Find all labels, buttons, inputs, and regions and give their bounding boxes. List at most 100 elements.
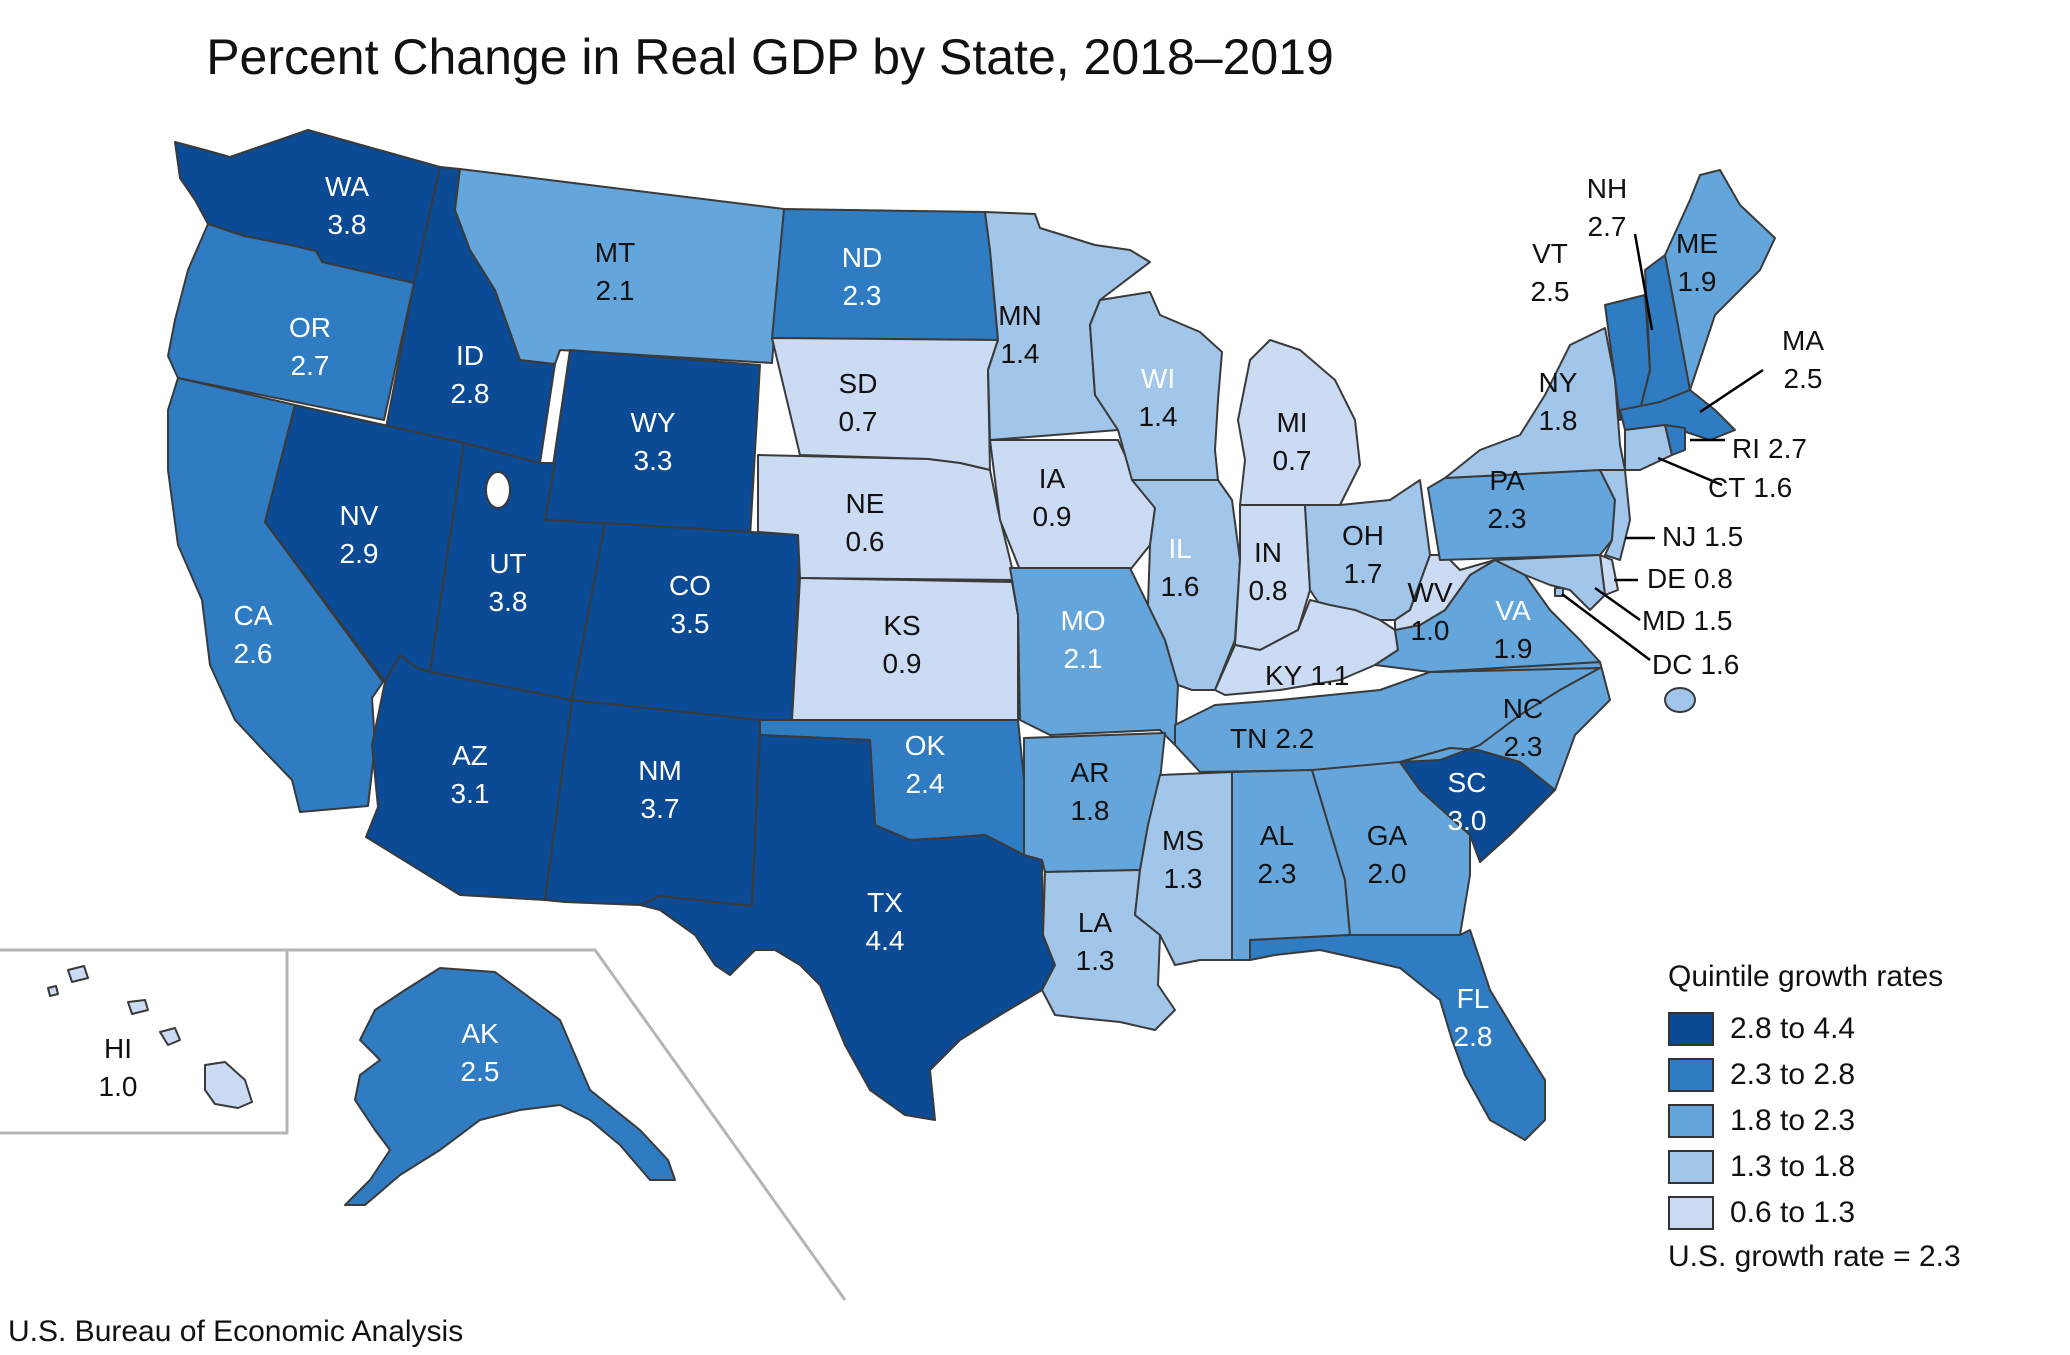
label-mi-value: 0.7 — [1273, 445, 1312, 476]
state-ri[interactable] — [1664, 424, 1686, 456]
state-me[interactable] — [1664, 169, 1776, 391]
legend-swatch-q1 — [1668, 1012, 1714, 1046]
label-hi-abbr: HI — [104, 1033, 132, 1064]
label-ok: OK 2.4 — [905, 730, 946, 799]
label-ny: NY 1.8 — [1539, 367, 1578, 436]
label-ky: KY 1.1 — [1265, 660, 1349, 691]
legend: Quintile growth rates 2.8 to 4.4 2.3 to … — [1668, 960, 1988, 1274]
label-mt-abbr: MT — [595, 237, 635, 268]
state-ak[interactable] — [344, 967, 676, 1206]
label-md-abbr: MD — [1642, 605, 1686, 636]
state-ky[interactable] — [1214, 599, 1399, 696]
label-nd: ND 2.3 — [842, 242, 882, 311]
label-ms-abbr: MS — [1162, 825, 1204, 856]
state-hi[interactable] — [47, 965, 253, 1109]
label-ut: UT 3.8 — [489, 548, 528, 617]
label-ia-abbr: IA — [1039, 463, 1066, 494]
label-tn-abbr: TN — [1230, 723, 1267, 754]
label-tx: TX 4.4 — [866, 887, 905, 956]
label-nj-abbr: NJ — [1662, 521, 1696, 552]
state-or[interactable] — [167, 223, 415, 421]
label-dc: DC 1.6 — [1652, 649, 1739, 680]
label-mi: MI 0.7 — [1273, 407, 1312, 476]
label-ks-value: 0.9 — [883, 648, 922, 679]
label-ne-abbr: NE — [846, 488, 885, 519]
label-de-abbr: DE — [1647, 563, 1686, 594]
state-ne[interactable] — [757, 454, 1016, 581]
label-ky-abbr: KY — [1265, 660, 1303, 691]
label-vt: VT 2.5 — [1531, 238, 1570, 307]
state-labels: WA 3.8 OR 2.7 CA 2.6 ID 2.8 NV 2.9 MT 2.1 WY 3.… — [99, 171, 1825, 1102]
label-id-value: 2.8 — [451, 378, 490, 409]
label-tx-abbr: TX — [867, 887, 903, 918]
state-sd[interactable] — [771, 337, 999, 471]
label-ar: AR 1.8 — [1071, 757, 1110, 826]
label-il-value: 1.6 — [1161, 571, 1200, 602]
label-ma-value: 2.5 — [1784, 363, 1823, 394]
label-vt-value: 2.5 — [1531, 276, 1570, 307]
state-ca[interactable] — [167, 377, 384, 813]
inset-frame-ak — [287, 948, 847, 1301]
label-ct: CT 1.6 — [1708, 472, 1792, 503]
label-wy-value: 3.3 — [634, 445, 673, 476]
label-nj: NJ 1.5 — [1662, 521, 1743, 552]
state-nj[interactable] — [1599, 469, 1631, 561]
label-az: AZ 3.1 — [451, 740, 490, 809]
label-ma-abbr: MA — [1782, 325, 1824, 356]
great-salt-lake — [485, 471, 511, 509]
state-mi[interactable] — [1237, 339, 1361, 506]
state-nc[interactable] — [1399, 661, 1611, 791]
label-la: LA 1.3 — [1076, 907, 1115, 976]
label-ut-abbr: UT — [489, 548, 526, 579]
label-mt-value: 2.1 — [596, 275, 635, 306]
label-ne: NE 0.6 — [846, 488, 885, 557]
label-va-abbr: VA — [1495, 595, 1531, 626]
bermuda-shape — [1664, 687, 1696, 713]
label-ny-abbr: NY — [1539, 367, 1578, 398]
label-ms: MS 1.3 — [1162, 825, 1204, 894]
legend-item: 2.8 to 4.4 — [1668, 1006, 1988, 1052]
legend-item: 1.3 to 1.8 — [1668, 1144, 1988, 1190]
label-nh-value: 2.7 — [1588, 211, 1627, 242]
legend-label: 0.6 to 1.3 — [1730, 1196, 1856, 1229]
label-co: CO 3.5 — [669, 570, 711, 639]
label-pa-value: 2.3 — [1488, 503, 1527, 534]
leader-lines — [1561, 233, 1764, 661]
state-tx[interactable] — [639, 734, 1056, 1121]
state-shapes — [47, 129, 1776, 1206]
label-wa: WA 3.8 — [325, 171, 369, 240]
state-wi[interactable] — [1089, 291, 1223, 481]
label-ne-value: 0.6 — [846, 526, 885, 557]
label-co-abbr: CO — [669, 570, 711, 601]
state-ct[interactable] — [1624, 424, 1673, 471]
label-in: IN 0.8 — [1249, 537, 1288, 606]
state-nd[interactable] — [771, 208, 999, 341]
label-ak-value: 2.5 — [461, 1056, 500, 1087]
label-ia: IA 0.9 — [1033, 463, 1072, 532]
inset-frame-hi — [0, 948, 289, 1135]
state-md[interactable] — [1494, 554, 1606, 611]
state-wy[interactable] — [544, 349, 761, 539]
label-al-value: 2.3 — [1258, 858, 1297, 889]
label-id: ID 2.8 — [451, 340, 490, 409]
legend-item: 2.3 to 2.8 — [1668, 1052, 1988, 1098]
label-ok-abbr: OK — [905, 730, 946, 761]
label-sd: SD 0.7 — [839, 368, 878, 437]
label-ga: GA 2.0 — [1367, 820, 1408, 889]
state-ny[interactable] — [1444, 327, 1626, 479]
label-ga-value: 2.0 — [1368, 858, 1407, 889]
label-ri-abbr: RI — [1732, 433, 1760, 464]
label-nc-value: 2.3 — [1504, 731, 1543, 762]
legend-title: Quintile growth rates — [1668, 960, 1944, 993]
label-al: AL 2.3 — [1258, 820, 1297, 889]
label-wv: WV 1.0 — [1407, 577, 1452, 646]
label-hi-value: 1.0 — [99, 1071, 138, 1102]
label-nm-abbr: NM — [638, 755, 682, 786]
state-fl[interactable] — [1249, 929, 1546, 1141]
state-il[interactable] — [1131, 479, 1241, 691]
us-growth-rate: U.S. growth rate = 2.3 — [1668, 1240, 1961, 1273]
label-fl-abbr: FL — [1457, 983, 1490, 1014]
label-ma: MA 2.5 — [1782, 325, 1824, 394]
label-ar-value: 1.8 — [1071, 795, 1110, 826]
